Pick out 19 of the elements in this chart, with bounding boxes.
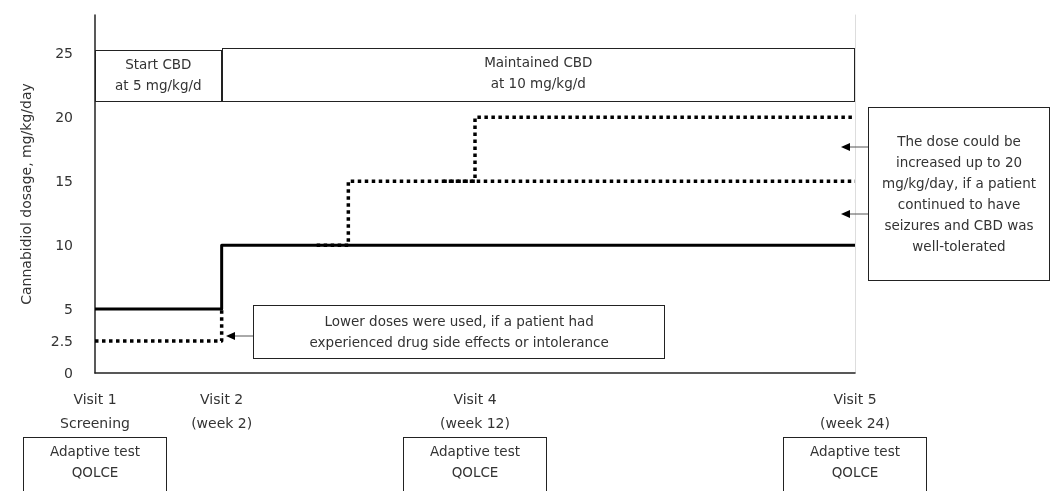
- note-box: Adaptive test QOLCE: [783, 437, 927, 491]
- y-tick-label: 2.5: [50, 333, 73, 350]
- y-axis-title: Cannabidiol dosage, mg/kg/day: [18, 83, 34, 305]
- x-tick-label: Visit 5 (week 24): [820, 391, 890, 431]
- x-tick-label: Visit 1 Screening: [60, 391, 130, 431]
- y-tick-label: 25: [55, 45, 73, 62]
- note-box: Adaptive test QOLCE: [403, 437, 547, 491]
- y-tick-label: 15: [55, 173, 73, 190]
- y-tick-label: 0: [64, 365, 73, 381]
- note-box: Maintained CBD at 10 mg/kg/d: [221, 48, 855, 102]
- x-tick-label: Visit 4 (week 12): [440, 391, 510, 431]
- y-tick-label: 5: [64, 301, 73, 318]
- note-box: Lower doses were used, if a patient had experienced drug side effects or intolerance: [253, 305, 665, 359]
- note-box: The dose could be increased up to 20 mg/kg/day, if a patient continued to have seizures and CBD was well-tolerated: [868, 107, 1050, 281]
- y-tick-label: 10: [55, 237, 73, 254]
- x-tick-label: Visit 2 (week 2): [191, 391, 253, 431]
- note-box: Start CBD at 5 mg/kg/d: [95, 49, 222, 102]
- y-tick-label: 20: [55, 109, 73, 126]
- note-box: Adaptive test QOLCE: [23, 437, 167, 491]
